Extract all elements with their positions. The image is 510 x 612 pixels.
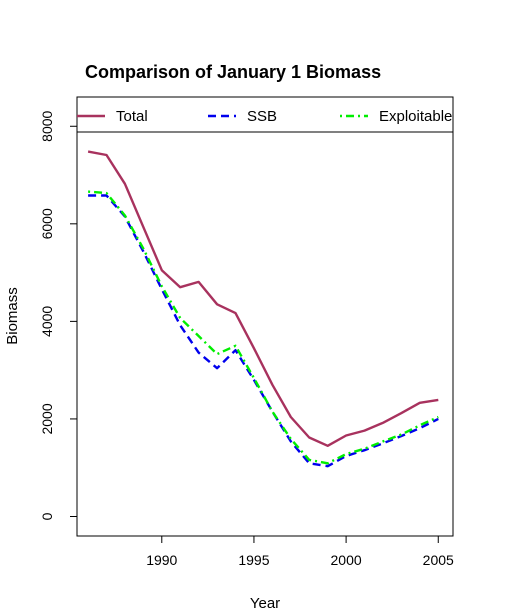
- legend-label-exploitable: Exploitable: [379, 108, 452, 125]
- y-tick-label-0: 0: [39, 512, 55, 520]
- y-tick-label-6000: 6000: [39, 208, 55, 239]
- x-axis-label: Year: [250, 595, 280, 612]
- chart-title: Comparison of January 1 Biomass: [85, 62, 381, 82]
- y-tick-label-4000: 4000: [39, 306, 55, 337]
- legend: Total SSB Exploitable: [77, 108, 453, 132]
- y-axis: 0 2000 4000 6000 8000: [39, 110, 77, 520]
- x-axis: 1990 1995 2000 2005: [146, 536, 454, 568]
- legend-label-total: Total: [116, 108, 148, 125]
- series-layer: [88, 152, 438, 467]
- legend-label-ssb: SSB: [247, 108, 277, 125]
- x-tick-label-1995: 1995: [238, 552, 269, 568]
- x-tick-label-2005: 2005: [423, 552, 454, 568]
- x-tick-label-2000: 2000: [331, 552, 362, 568]
- plot-frame: [77, 97, 453, 536]
- x-tick-label-1990: 1990: [146, 552, 177, 568]
- series-line-ssb: [88, 196, 438, 467]
- y-tick-label-8000: 8000: [39, 110, 55, 141]
- y-axis-label: Biomass: [4, 287, 21, 345]
- series-line-total: [88, 152, 438, 446]
- y-tick-label-2000: 2000: [39, 403, 55, 434]
